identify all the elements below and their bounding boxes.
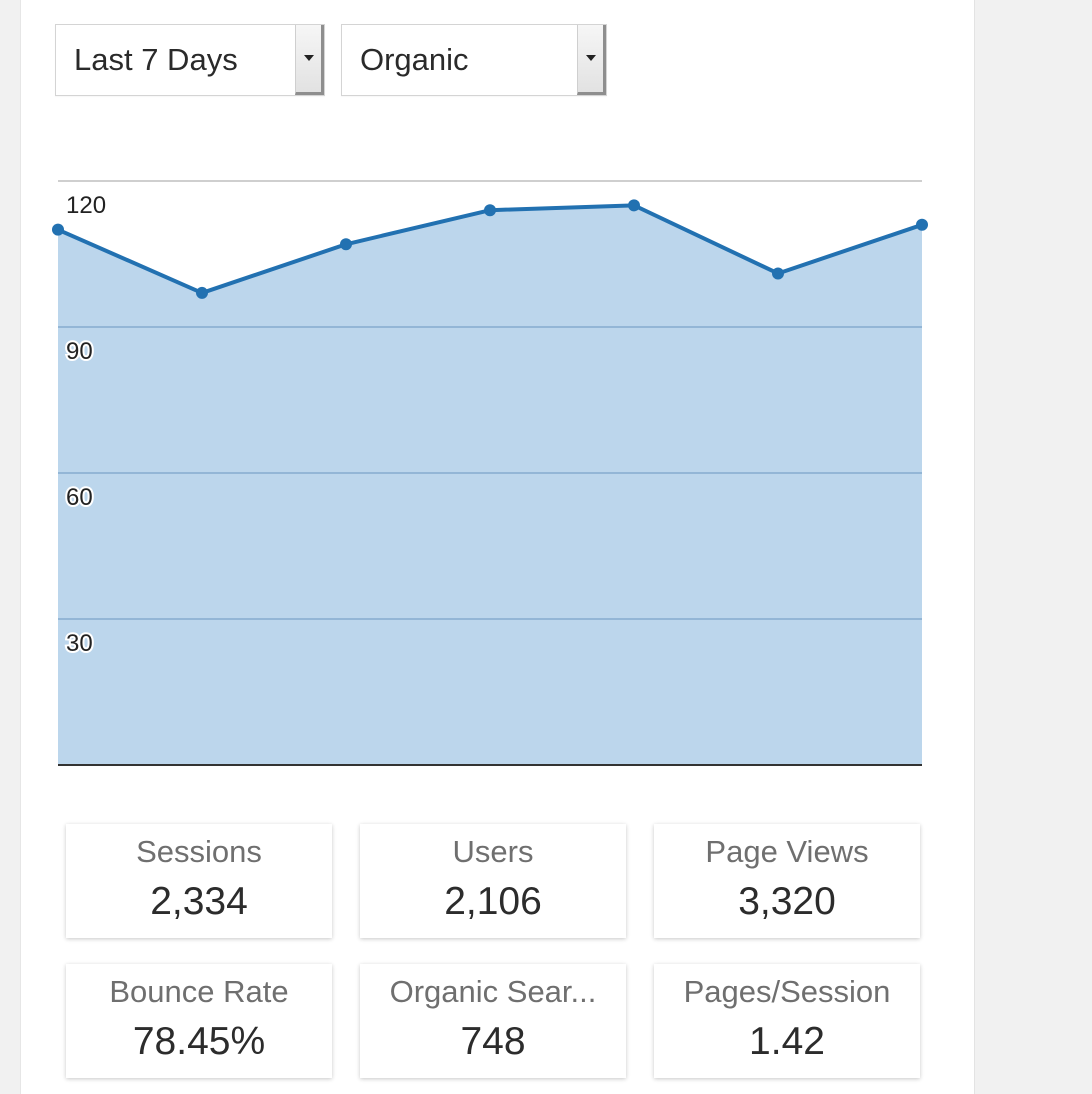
data-point [52, 223, 64, 236]
metric-label: Users [452, 834, 534, 869]
metric-card-page-views: Page Views 3,320 [654, 824, 920, 938]
period-select[interactable]: Last 7 Days [55, 24, 325, 96]
y-tick-label: 60 [66, 484, 93, 511]
data-point [916, 218, 928, 231]
metric-label: Page Views [705, 834, 869, 869]
metric-card-bounce-rate: Bounce Rate 78.45% [66, 964, 332, 1078]
data-point [772, 267, 784, 280]
sessions-area-chart: 30 60 90 120 [52, 180, 928, 766]
chevron-down-icon[interactable] [577, 25, 606, 95]
metric-card-organic-search: Organic Sear... 748 [360, 964, 626, 1078]
data-point [484, 204, 496, 217]
metric-card-users: Users 2,106 [360, 824, 626, 938]
data-point [340, 238, 352, 251]
metric-value: 78.45% [132, 1020, 266, 1063]
metric-value: 3,320 [738, 880, 836, 923]
metric-card-sessions: Sessions 2,334 [66, 824, 332, 938]
y-tick-label: 30 [66, 630, 93, 657]
channel-select[interactable]: Organic [341, 24, 607, 96]
y-tick-label: 120 [66, 192, 106, 219]
data-point [628, 199, 640, 212]
data-point [196, 286, 208, 299]
y-tick-label: 90 [66, 338, 93, 365]
metric-label: Organic Sear... [389, 974, 597, 1009]
chevron-down-icon[interactable] [295, 25, 324, 95]
channel-select-value: Organic [360, 42, 469, 77]
metric-label: Bounce Rate [109, 974, 289, 1009]
metric-label: Sessions [136, 834, 262, 869]
period-select-value: Last 7 Days [74, 42, 238, 77]
metric-card-pages-per-session: Pages/Session 1.42 [654, 964, 920, 1078]
area-fill [58, 205, 922, 766]
metric-label: Pages/Session [683, 974, 891, 1009]
metric-value: 2,106 [444, 880, 542, 923]
metric-value: 2,334 [150, 880, 248, 923]
metric-value: 1.42 [749, 1020, 825, 1063]
metric-value: 748 [460, 1020, 526, 1063]
